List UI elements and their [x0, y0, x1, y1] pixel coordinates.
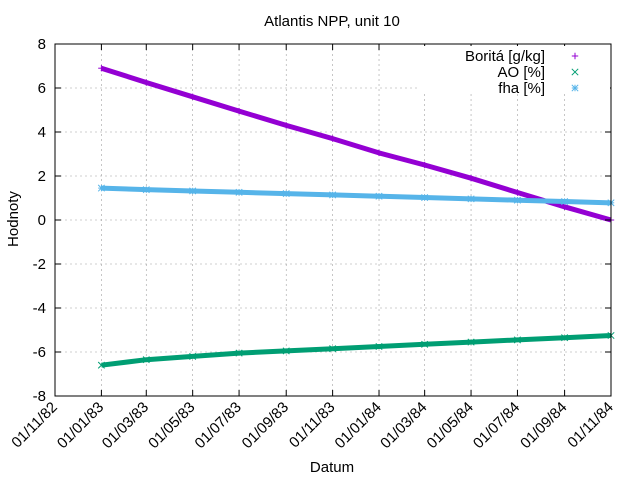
- data-point: [561, 197, 569, 206]
- y-tick-label: 6: [38, 80, 46, 97]
- data-point: [282, 190, 290, 198]
- data-point: [467, 338, 475, 346]
- data-point: [283, 122, 290, 129]
- data-point: [467, 175, 475, 182]
- y-tick-label: -6: [33, 344, 46, 361]
- data-point: [329, 135, 336, 142]
- data-point: [97, 361, 105, 369]
- legend-marker: [571, 84, 579, 92]
- data-point: [421, 161, 428, 169]
- series-layer: [97, 65, 615, 369]
- chart-title: Atlantis NPP, unit 10: [264, 13, 400, 30]
- legend-background: [420, 46, 610, 94]
- legend-label: AO [%]: [497, 64, 545, 81]
- data-point: [561, 334, 569, 342]
- data-point: [467, 195, 475, 203]
- y-tick-label: -8: [33, 388, 46, 405]
- legend-label: fha [%]: [498, 80, 545, 97]
- series-line: [100, 65, 612, 223]
- data-point: [513, 336, 521, 344]
- grid: [55, 44, 611, 396]
- data-point: [421, 194, 429, 202]
- data-point: [329, 191, 337, 199]
- legend-item: fha [%]: [498, 80, 579, 97]
- data-point: [375, 342, 383, 351]
- data-point: [421, 340, 429, 348]
- data-point: [189, 93, 196, 100]
- y-tick-label: 0: [38, 212, 46, 229]
- series-1: [98, 65, 615, 224]
- data-point: [143, 79, 150, 86]
- y-tick-label: 4: [38, 124, 46, 141]
- data-point: [513, 196, 521, 204]
- data-point: [189, 352, 197, 360]
- legend-marker: [571, 52, 579, 60]
- data-point: [282, 347, 290, 355]
- legend-label: Boritá [g/kg]: [465, 48, 545, 65]
- data-point: [375, 149, 383, 157]
- data-point: [514, 189, 521, 196]
- data-point: [235, 349, 243, 357]
- legend-marker: [571, 68, 579, 76]
- series-line: [101, 185, 612, 206]
- y-axis-title: Hodnoty: [5, 191, 22, 247]
- data-point: [97, 184, 105, 192]
- x-axis-title: Datum: [310, 459, 354, 476]
- data-point: [98, 65, 105, 72]
- legend-item: Boritá [g/kg]: [465, 48, 579, 65]
- y-tick-label: -4: [33, 300, 46, 317]
- legend-item: AO [%]: [497, 64, 579, 81]
- data-point: [142, 356, 150, 364]
- y-tick-label: 8: [38, 36, 46, 53]
- series-2: [97, 331, 615, 369]
- data-point: [329, 345, 337, 353]
- data-point: [235, 107, 243, 115]
- series-line: [101, 333, 612, 368]
- data-point: [375, 192, 383, 200]
- data-point: [235, 188, 243, 196]
- y-tick-label: 2: [38, 168, 46, 185]
- data-point: [142, 186, 150, 194]
- y-tick-label: -2: [33, 256, 46, 273]
- data-point: [189, 187, 197, 195]
- legend: Boritá [g/kg]AO [%]fha [%]: [420, 46, 610, 97]
